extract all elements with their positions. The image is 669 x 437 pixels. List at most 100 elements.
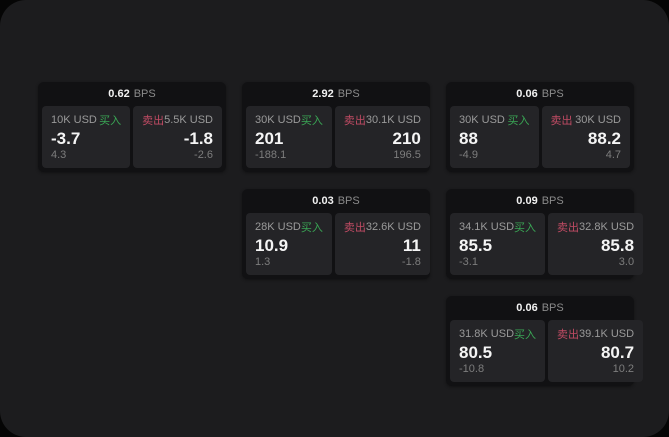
quote-card: 0.06 BPS 31.8K USD 买入 80.5 -10.8 卖出 39.1… xyxy=(446,296,644,386)
buy-amount: 28K USD xyxy=(255,221,301,233)
bps-unit-label: BPS xyxy=(541,88,564,100)
sell-amount: 32.6K USD xyxy=(365,221,421,233)
buy-side-label: 买入 xyxy=(300,222,323,234)
sell-tile[interactable]: 卖出 30.1K USD 210 196.5 xyxy=(334,106,430,168)
sell-tile[interactable]: 卖出 32.6K USD 11 -1.8 xyxy=(334,213,430,275)
bps-unit-label: BPS xyxy=(541,195,564,207)
buy-amount: 30K USD xyxy=(459,114,505,126)
bps-unit-label: BPS xyxy=(133,88,156,100)
sell-tile-header: 卖出 5.5K USD xyxy=(142,112,213,128)
buy-price: -3.7 xyxy=(51,129,81,148)
quote-card: 0.06 BPS 30K USD 买入 88 -4.9 卖出 30K USD 8… xyxy=(446,82,634,172)
sell-side-label: 卖出 xyxy=(343,222,366,234)
sell-price: 210 xyxy=(392,129,421,148)
quote-card-body: 31.8K USD 买入 80.5 -10.8 卖出 39.1K USD 80.… xyxy=(450,320,644,382)
buy-price: 80.5 xyxy=(459,343,493,362)
bps-value: 0.06 xyxy=(516,302,538,314)
quote-card-body: 28K USD 买入 10.9 1.3 卖出 32.6K USD 11 -1.8 xyxy=(246,213,430,275)
bps-header: 0.09 BPS xyxy=(450,189,630,213)
sell-price: -1.8 xyxy=(183,129,213,148)
sell-side-label: 卖出 xyxy=(142,115,165,127)
buy-amount: 10K USD xyxy=(51,114,97,126)
buy-side-label: 买入 xyxy=(514,329,537,341)
buy-amount: 34.1K USD xyxy=(459,221,515,233)
buy-price: 10.9 xyxy=(255,236,289,255)
sell-amount: 30K USD xyxy=(575,114,621,126)
buy-tile-header: 30K USD 买入 xyxy=(459,112,530,128)
bps-value: 2.92 xyxy=(312,88,334,100)
sell-side-label: 卖出 xyxy=(550,115,573,127)
buy-change: -3.1 xyxy=(459,256,478,268)
sell-change: 4.7 xyxy=(605,149,621,161)
bps-header: 0.62 BPS xyxy=(42,82,222,106)
bps-value: 0.62 xyxy=(108,88,130,100)
sell-tile-header: 卖出 32.8K USD xyxy=(557,219,634,235)
buy-price: 88 xyxy=(459,129,478,148)
buy-tile[interactable]: 31.8K USD 买入 80.5 -10.8 xyxy=(450,320,546,382)
quote-card-body: 10K USD 买入 -3.7 4.3 卖出 5.5K USD -1.8 -2.… xyxy=(42,106,222,168)
sell-side-label: 卖出 xyxy=(557,329,580,341)
buy-amount: 30K USD xyxy=(255,114,301,126)
buy-price: 85.5 xyxy=(459,236,493,255)
sell-tile[interactable]: 卖出 5.5K USD -1.8 -2.6 xyxy=(133,106,222,168)
buy-side-label: 买入 xyxy=(99,115,122,127)
buy-tile[interactable]: 30K USD 买入 88 -4.9 xyxy=(450,106,539,168)
sell-tile[interactable]: 卖出 39.1K USD 80.7 10.2 xyxy=(548,320,644,382)
sell-tile-header: 卖出 30.1K USD xyxy=(344,112,421,128)
sell-change: 3.0 xyxy=(618,256,635,268)
buy-tile[interactable]: 28K USD 买入 10.9 1.3 xyxy=(246,213,332,275)
sell-amount: 30.1K USD xyxy=(365,114,421,126)
buy-tile-header: 31.8K USD 买入 xyxy=(459,326,536,342)
bps-value: 0.06 xyxy=(516,88,538,100)
bps-header: 0.06 BPS xyxy=(450,296,630,320)
buy-change: -4.9 xyxy=(459,149,478,161)
quote-card: 0.09 BPS 34.1K USD 买入 85.5 -3.1 卖出 32.8K… xyxy=(446,189,644,279)
quote-card: 0.03 BPS 28K USD 买入 10.9 1.3 卖出 32.6K US… xyxy=(242,189,430,279)
buy-change: 1.3 xyxy=(255,256,271,268)
sell-price: 11 xyxy=(402,236,421,255)
quote-card: 0.62 BPS 10K USD 买入 -3.7 4.3 卖出 5.5K USD… xyxy=(38,82,226,172)
sell-tile[interactable]: 卖出 30K USD 88.2 4.7 xyxy=(541,106,630,168)
sell-tile[interactable]: 卖出 32.8K USD 85.8 3.0 xyxy=(548,213,644,275)
sell-amount: 5.5K USD xyxy=(164,114,213,126)
buy-tile-header: 28K USD 买入 xyxy=(255,219,323,235)
bps-header: 0.03 BPS xyxy=(246,189,426,213)
buy-side-label: 买入 xyxy=(507,115,530,127)
bps-unit-label: BPS xyxy=(541,302,564,314)
buy-change: -10.8 xyxy=(459,363,485,375)
quote-card-body: 30K USD 买入 88 -4.9 卖出 30K USD 88.2 4.7 xyxy=(450,106,630,168)
quote-card-body: 30K USD 买入 201 -188.1 卖出 30.1K USD 210 1… xyxy=(246,106,430,168)
bps-value: 0.09 xyxy=(516,195,538,207)
sell-side-label: 卖出 xyxy=(557,222,580,234)
buy-change: 4.3 xyxy=(51,149,67,161)
buy-tile[interactable]: 10K USD 买入 -3.7 4.3 xyxy=(42,106,131,168)
buy-tile-header: 10K USD 买入 xyxy=(51,112,121,128)
buy-side-label: 买入 xyxy=(300,115,323,127)
buy-tile[interactable]: 34.1K USD 买入 85.5 -3.1 xyxy=(450,213,546,275)
sell-side-label: 卖出 xyxy=(343,115,366,127)
buy-side-label: 买入 xyxy=(514,222,537,234)
bps-value: 0.03 xyxy=(312,195,334,207)
sell-price: 85.8 xyxy=(600,236,635,255)
sell-change: -2.6 xyxy=(194,149,213,161)
sell-amount: 39.1K USD xyxy=(579,328,635,340)
sell-change: 10.2 xyxy=(612,363,635,375)
sell-amount: 32.8K USD xyxy=(579,221,635,233)
bps-header: 2.92 BPS xyxy=(246,82,426,106)
buy-price: 201 xyxy=(255,129,284,148)
bps-unit-label: BPS xyxy=(337,195,360,207)
quote-card: 2.92 BPS 30K USD 买入 201 -188.1 卖出 30.1K … xyxy=(242,82,430,172)
buy-amount: 31.8K USD xyxy=(459,328,515,340)
sell-price: 88.2 xyxy=(587,129,621,148)
buy-tile[interactable]: 30K USD 买入 201 -188.1 xyxy=(246,106,332,168)
buy-change: -188.1 xyxy=(255,149,287,161)
sell-tile-header: 卖出 32.6K USD xyxy=(344,219,421,235)
sell-change: -1.8 xyxy=(401,256,421,268)
sell-price: 80.7 xyxy=(600,343,635,362)
sell-tile-header: 卖出 30K USD xyxy=(551,112,622,128)
sell-change: 196.5 xyxy=(393,149,421,161)
bps-unit-label: BPS xyxy=(337,88,360,100)
quote-card-body: 34.1K USD 买入 85.5 -3.1 卖出 32.8K USD 85.8… xyxy=(450,213,644,275)
